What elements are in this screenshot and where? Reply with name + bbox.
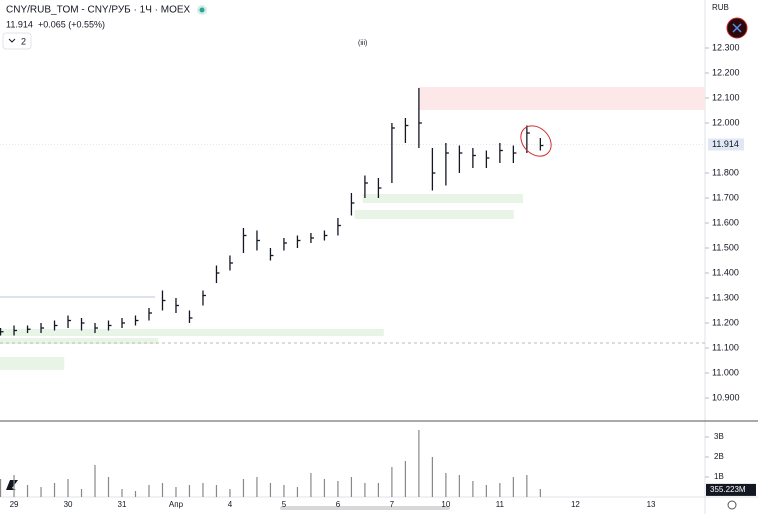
- x-tick-label: 31: [118, 500, 127, 509]
- wave-label: (iii): [358, 40, 367, 47]
- x-tick-label: 5: [282, 500, 287, 509]
- volume-badge: [706, 483, 756, 496]
- x-tick-label: 12: [571, 500, 580, 509]
- y-tick-label: 11.600: [712, 217, 739, 227]
- y-tick-label: 11.100: [712, 342, 739, 352]
- y-tick-label: 11.400: [712, 267, 739, 277]
- indicator-toggle[interactable]: [2, 32, 32, 50]
- v-tick-label: 1B: [714, 472, 724, 481]
- button-icon: [732, 23, 742, 33]
- v-tick-label: 2B: [714, 452, 724, 461]
- zone: [354, 210, 514, 219]
- y-tick-label: 11.800: [712, 167, 739, 177]
- zone: [0, 357, 65, 370]
- y-tick-label: 11.700: [712, 192, 739, 202]
- chevron: [8, 38, 16, 43]
- x-tick-label: 29: [10, 500, 19, 509]
- logo: [6, 480, 18, 490]
- scrollbar[interactable]: [280, 506, 450, 510]
- indicator-count: 2: [21, 36, 26, 46]
- y-tick-label: 12.300: [712, 42, 740, 52]
- y-tick-label: 10.900: [712, 392, 740, 402]
- x-tick-label: Апр: [169, 500, 184, 509]
- currency[interactable]: RUB: [712, 3, 729, 12]
- symbol-title: CNY/RUB_TOM - CNY/РУБ · 1Ч · MOEX: [6, 5, 191, 16]
- y-tick-label: 12.000: [712, 117, 740, 127]
- v-tick-label: 3B: [714, 432, 724, 441]
- zone: [418, 87, 705, 110]
- zone: [0, 338, 159, 344]
- settings[interactable]: [727, 500, 737, 510]
- x-tick-label: 6: [336, 500, 341, 509]
- price-badge-label: 11.914: [712, 139, 739, 149]
- volume-badge-label: 355.223M: [710, 485, 746, 494]
- zone: [362, 194, 524, 203]
- y-tick-label: 11.200: [712, 317, 739, 327]
- y-tick-label: 12.200: [712, 67, 740, 77]
- annotation-ellipse: [520, 125, 552, 157]
- y-tick-label: 11.000: [712, 367, 739, 377]
- x-tick-label: 10: [441, 500, 450, 509]
- y-tick-label: 11.500: [712, 242, 739, 252]
- price-badge: [708, 138, 744, 151]
- x-tick-label: 4: [228, 500, 233, 509]
- x-tick-label: 30: [64, 500, 73, 509]
- zone: [0, 329, 384, 336]
- status-dot-inner: [199, 7, 205, 13]
- price-change: +0.065 (+0.55%): [38, 19, 105, 29]
- x-tick-label: 7: [390, 500, 395, 509]
- y-tick-label: 11.300: [712, 292, 739, 302]
- y-tick-label: 12.100: [712, 92, 740, 102]
- x-tick-label: 11: [496, 500, 505, 509]
- x-tick-label: 13: [647, 500, 656, 509]
- last-price: 11.914: [6, 19, 33, 29]
